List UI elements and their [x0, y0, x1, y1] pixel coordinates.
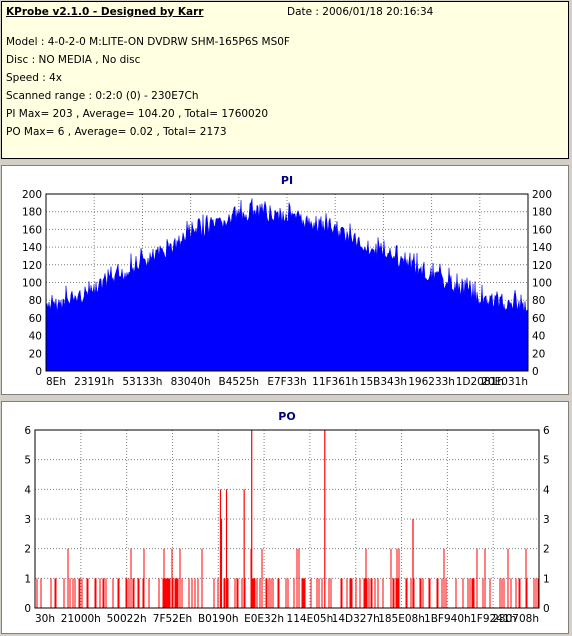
x-tick-label: 83040h — [171, 376, 211, 388]
pi-panel: PI 0 0 20 20 40 40 60 60 80 80 100 100 120 120 140 140 16… — [1, 165, 569, 395]
y-tick-label-left: 0 — [24, 603, 31, 615]
pi-chart: PI 0 0 20 20 40 40 60 60 80 80 100 100 120 120 140 140 16… — [22, 174, 552, 388]
plot-border — [45, 193, 529, 372]
x-tick-label: 1F9241h — [470, 613, 516, 625]
x-tick-label: 196233h — [408, 376, 455, 388]
y-tick-label-right: 100 — [532, 278, 552, 290]
y-tick-label-left: 160 — [22, 224, 42, 236]
x-tick-label: 1BF940h — [424, 613, 471, 625]
y-tick-label-right: 120 — [532, 260, 552, 272]
info-panel: KProbe v2.1.0 - Designed by Karr Date : … — [1, 1, 569, 159]
y-tick-label-left: 140 — [22, 242, 42, 254]
app-title: KProbe v2.1.0 - Designed by Karr — [6, 6, 204, 18]
pi-series-area — [45, 198, 529, 372]
y-tick-label-left: 0 — [35, 366, 42, 378]
plot-border — [34, 429, 540, 609]
y-tick-label-right: 180 — [532, 207, 552, 219]
y-tick-label-left: 120 — [22, 260, 42, 272]
y-tick-label-right: 40 — [532, 331, 545, 343]
y-tick-label-left: 80 — [29, 295, 42, 307]
y-tick-label-left: 6 — [24, 425, 31, 437]
x-tick-label: 185E08h — [378, 613, 425, 625]
y-tick-label-right: 5 — [543, 455, 550, 467]
x-tick-label: 50022h — [107, 613, 147, 625]
x-tick-label: 30h — [35, 613, 55, 625]
y-tick-label-right: 20 — [532, 348, 545, 360]
x-tick-label: 11F361h — [312, 376, 358, 388]
x-tick-label: 8Eh — [46, 376, 66, 388]
y-tick-label-right: 6 — [543, 425, 550, 437]
po-panel: PO 0 0 1 1 2 2 3 3 4 4 5 5 6 6 30h 21000h 50022h 7F52Eh B01… — [1, 401, 569, 634]
po-stats-line: PO Max= 6 , Average= 0.02 , Total= 2173 — [6, 126, 227, 138]
x-tick-label: 53133h — [122, 376, 162, 388]
y-tick-label-left: 180 — [22, 207, 42, 219]
scan-date: Date : 2006/01/18 20:16:34 — [287, 6, 434, 18]
pi-stats-line: PI Max= 203 , Average= 104.20 , Total= 1… — [6, 108, 269, 120]
y-tick-label-left: 3 — [24, 514, 31, 526]
x-tick-label: 21000h — [61, 613, 101, 625]
y-tick-label-right: 200 — [532, 189, 552, 201]
y-tick-label-right: 140 — [532, 242, 552, 254]
x-tick-label: 1D2081h — [456, 376, 504, 388]
y-tick-label-left: 1 — [24, 573, 31, 585]
chart-title: PI — [281, 174, 293, 187]
x-tick-label: B4525h — [219, 376, 260, 388]
y-tick-label-right: 60 — [532, 313, 545, 325]
x-tick-label: 7F52Eh — [153, 613, 192, 625]
x-tick-label: 114E05h — [287, 613, 334, 625]
model-line: Model : 4-0-2-0 M:LITE-ON DVDRW SHM-165P… — [6, 36, 290, 48]
y-tick-label-left: 4 — [24, 484, 31, 496]
x-tick-label: E0E32h — [244, 613, 284, 625]
speed-line: Speed : 4x — [6, 72, 63, 84]
y-tick-label-right: 0 — [543, 603, 550, 615]
y-tick-label-left: 5 — [24, 455, 31, 467]
scanned-range-line: Scanned range : 0:2:0 (0) - 230E7Ch — [6, 90, 199, 102]
y-tick-label-left: 2 — [24, 544, 31, 556]
chart-title: PO — [278, 410, 295, 423]
y-tick-label-right: 1 — [543, 573, 550, 585]
y-tick-label-left: 60 — [29, 313, 42, 325]
x-tick-label: 230708h — [492, 613, 539, 625]
y-tick-label-left: 40 — [29, 331, 42, 343]
y-tick-label-right: 3 — [543, 514, 550, 526]
disc-line: Disc : NO MEDIA , No disc — [6, 54, 141, 66]
y-tick-label-left: 20 — [29, 348, 42, 360]
x-tick-label: 23191h — [74, 376, 114, 388]
x-tick-label: 14D327h — [332, 613, 380, 625]
y-tick-label-right: 80 — [532, 295, 545, 307]
y-tick-label-left: 200 — [22, 189, 42, 201]
y-tick-label-right: 2 — [543, 544, 550, 556]
x-tick-label: 20E031h — [481, 376, 528, 388]
po-chart: PO 0 0 1 1 2 2 3 3 4 4 5 5 6 6 30h 21000h 50022h 7F52Eh B01… — [24, 410, 550, 625]
y-tick-label-right: 4 — [543, 484, 550, 496]
x-tick-label: 15B343h — [360, 376, 407, 388]
x-tick-label: E7F33h — [267, 376, 306, 388]
x-tick-label: B0190h — [198, 613, 239, 625]
y-tick-label-right: 160 — [532, 224, 552, 236]
y-tick-label-right: 0 — [532, 366, 539, 378]
y-tick-label-left: 100 — [22, 278, 42, 290]
